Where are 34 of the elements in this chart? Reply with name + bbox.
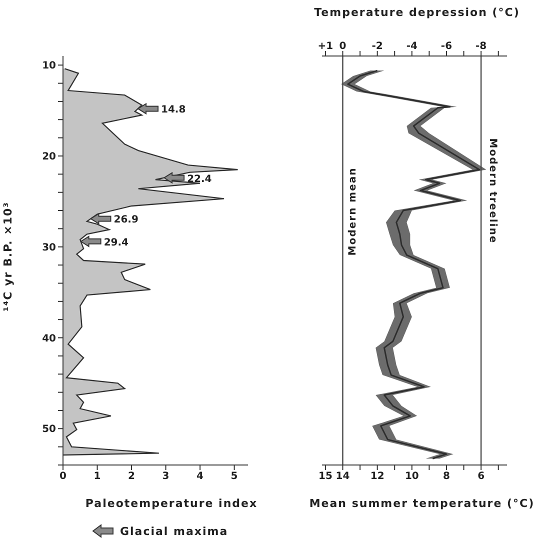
x-tick-label: 0 xyxy=(60,471,67,482)
x2-tick-label: -8 xyxy=(476,41,487,52)
text: Glacial maxima xyxy=(120,524,228,538)
annotation: 22.4 xyxy=(187,174,212,185)
x2-tick-label: 0 xyxy=(339,41,346,52)
x-tick-label: 14 xyxy=(336,471,350,482)
x-tick-label: 1 xyxy=(94,471,101,482)
x-tick-label: 4 xyxy=(196,471,204,482)
x2-tick-label: -6 xyxy=(440,41,452,52)
x2-tick-label: -4 xyxy=(406,41,418,52)
x-tick-label: 6 xyxy=(478,471,485,482)
ref-line-label: Modern treeline xyxy=(487,138,498,244)
x-axis-title: Mean summer temperature (°C) xyxy=(308,497,536,510)
x2-axis-title: Temperature depression (°C) xyxy=(313,6,521,19)
y-tick-label: 20 xyxy=(42,152,56,163)
x-tick-label: 8 xyxy=(443,471,450,482)
y-tick-label: 40 xyxy=(42,333,56,344)
x2-tick-label: +1 xyxy=(318,41,334,52)
x-tick-label: 15 xyxy=(318,471,332,482)
x2-tick-label: -2 xyxy=(372,41,383,52)
annotation: 14.8 xyxy=(161,104,186,116)
x-tick-label: 3 xyxy=(162,471,170,482)
ref-line-label: Modern mean xyxy=(348,167,359,256)
x-tick-label: 12 xyxy=(370,471,384,482)
x-tick-label: 10 xyxy=(404,471,419,482)
y-tick-label: 50 xyxy=(42,424,56,436)
x-axis-title: Paleotemperature index xyxy=(84,497,259,510)
annotation: 29.4 xyxy=(104,237,129,248)
y-axis-title: ¹⁴C yr B.P. ×10³ xyxy=(2,200,14,314)
y-tick-label: 10 xyxy=(42,60,56,72)
annotation: 26.9 xyxy=(114,214,138,226)
y-tick-label: 30 xyxy=(42,242,56,254)
x-tick-label: 2 xyxy=(128,471,136,482)
x-tick-label: 5 xyxy=(230,471,238,482)
